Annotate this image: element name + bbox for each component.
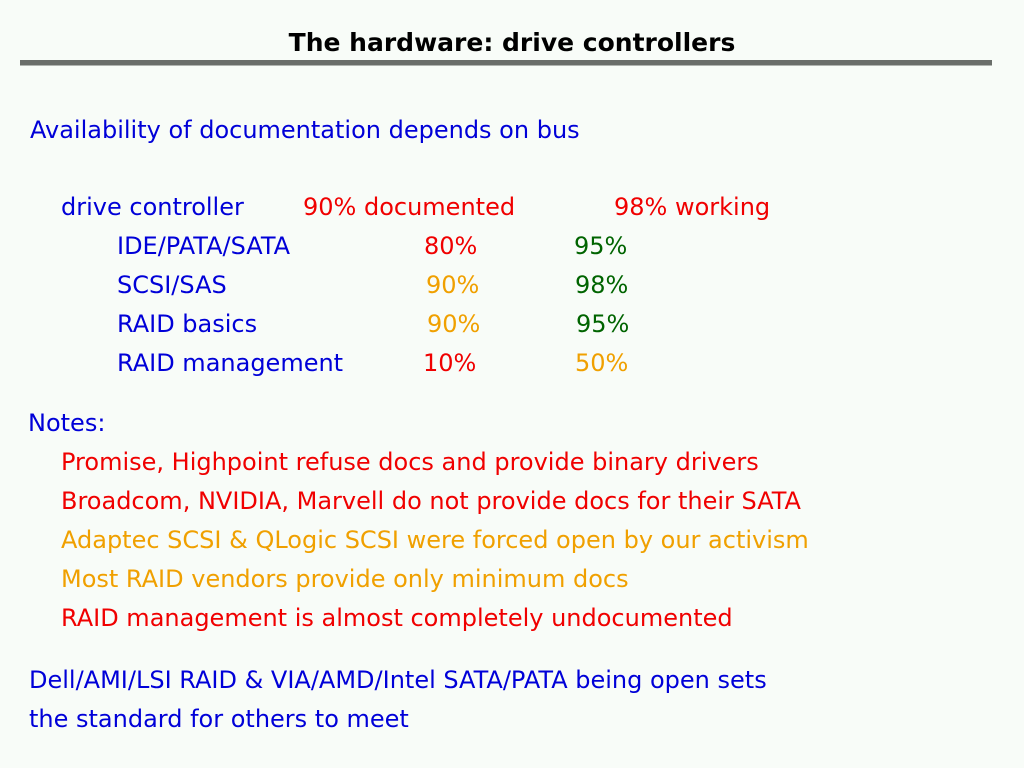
row-label: RAID basics <box>117 310 258 338</box>
conclusion-line: Dell/AMI/LSI RAID & VIA/AMD/Intel SATA/P… <box>29 666 767 694</box>
intro-text: Availability of documentation depends on… <box>30 116 580 144</box>
row-label: SCSI/SAS <box>117 271 227 299</box>
notes-heading: Notes: <box>28 409 106 437</box>
note-item: Promise, Highpoint refuse docs and provi… <box>61 448 759 476</box>
note-item: Adaptec SCSI & QLogic SCSI were forced o… <box>61 526 809 554</box>
slide-title: The hardware: drive controllers <box>288 28 736 57</box>
conclusion-line: the standard for others to meet <box>29 705 409 733</box>
row-label: RAID management <box>117 349 344 377</box>
row-working: 95% <box>574 232 628 260</box>
note-item: Most RAID vendors provide only minimum d… <box>61 565 629 593</box>
note-item: Broadcom, NVIDIA, Marvell do not provide… <box>61 487 801 515</box>
summary-label: drive controller <box>61 193 244 221</box>
row-working: 95% <box>576 310 630 338</box>
row-documented: 90% <box>427 310 481 338</box>
summary-documented: 90% documented <box>303 193 516 221</box>
summary-working: 98% working <box>614 193 771 221</box>
row-documented: 10% <box>423 349 477 377</box>
row-label: IDE/PATA/SATA <box>117 232 291 260</box>
row-documented: 80% <box>424 232 478 260</box>
row-working: 50% <box>575 349 629 377</box>
note-item: RAID management is almost completely und… <box>61 604 733 632</box>
title-divider <box>20 60 992 66</box>
row-working: 98% <box>575 271 629 299</box>
row-documented: 90% <box>426 271 480 299</box>
